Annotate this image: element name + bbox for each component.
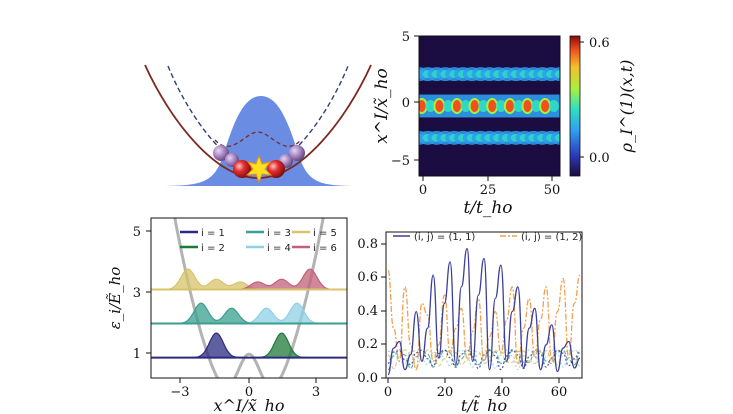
energy-ticks bbox=[146, 230, 317, 383]
energy-xlabel: x^I/x̃_ho bbox=[213, 396, 284, 414]
energy-ytick: 3 bbox=[133, 286, 141, 301]
background-correlation-line bbox=[387, 349, 581, 371]
corr-xtick: 0 bbox=[384, 385, 392, 400]
corr-ytick: 0.2 bbox=[357, 337, 378, 352]
energy-legend-label: i = 5 bbox=[313, 228, 337, 239]
heatmap-trough bbox=[548, 100, 559, 112]
impurity-atom bbox=[289, 145, 305, 161]
schematic-illustration bbox=[144, 64, 372, 186]
heatmap-xtick: 25 bbox=[480, 183, 497, 198]
particle-atom bbox=[233, 160, 251, 178]
heatmap-ytick: −5 bbox=[391, 154, 410, 169]
colorbar-tick: 0.0 bbox=[589, 151, 610, 166]
impurity-atom bbox=[213, 145, 229, 161]
energy-panel: 5 3 1 −3 0 3 x^I/x̃_ho ε_i/Ẽ_ho i = 1i =… bbox=[106, 217, 348, 414]
energy-legend-label: i = 4 bbox=[267, 243, 291, 254]
corr-xtick: 40 bbox=[494, 385, 511, 400]
double-well-potential bbox=[173, 218, 325, 378]
orbital-density-i3 bbox=[151, 302, 347, 325]
energy-ytick: 1 bbox=[133, 347, 141, 362]
heatmap-peak-core bbox=[523, 100, 532, 112]
colorbar bbox=[569, 35, 581, 177]
energy-ytick: 5 bbox=[133, 225, 141, 240]
heatmap-xtick: 0 bbox=[419, 183, 427, 198]
energy-xtick: 0 bbox=[245, 385, 253, 400]
heatmap-peak-core bbox=[541, 100, 550, 112]
trap-potential-dashed bbox=[167, 65, 349, 171]
energy-legend-label: i = 1 bbox=[201, 228, 225, 239]
colorbar-tick: 0.6 bbox=[589, 36, 610, 51]
heatmap-trough bbox=[496, 100, 507, 112]
orbital-density-i4 bbox=[151, 302, 347, 325]
heatmap-lobe-core bbox=[555, 70, 560, 79]
corr-xtick: 20 bbox=[437, 385, 454, 400]
heatmap-ytick: 0 bbox=[402, 96, 410, 111]
heatmap-peak-core bbox=[488, 100, 497, 112]
energy-legend: i = 1 i = 2 i = 3 i = 4 i = 5 i = 6 bbox=[180, 228, 337, 254]
heatmap-peak-core bbox=[452, 100, 461, 112]
heatmap-peak-core bbox=[470, 100, 479, 112]
heatmap-lobe-core bbox=[555, 133, 560, 142]
colorbar-label: ρ_I^(1)(x,t) bbox=[617, 60, 636, 154]
heatmap-peak-core bbox=[505, 100, 514, 112]
collision-star-icon bbox=[245, 154, 273, 184]
energy-plot-area bbox=[151, 218, 347, 378]
corr-xlabel: t/t̃_ho bbox=[461, 395, 507, 414]
energy-xtick: 3 bbox=[312, 385, 320, 400]
series-line-1-1 bbox=[387, 247, 581, 376]
double-well-dashed bbox=[214, 131, 302, 147]
heatmap-trough bbox=[513, 100, 524, 112]
corr-legend-label: (i, j) = (1, 1) bbox=[414, 232, 475, 243]
particle-atom bbox=[267, 160, 285, 178]
energy-legend-label: i = 6 bbox=[313, 243, 337, 254]
heatmap-panel: 5 0 −5 0 25 50 t/t_ho x^I/x̃_ho 0.6 0.0 … bbox=[372, 30, 636, 218]
heatmap-trough bbox=[478, 100, 489, 112]
heatmap-trough bbox=[425, 100, 436, 112]
heatmap-trough bbox=[443, 100, 454, 112]
corr-legend-label: (i, j) = (1, 2) bbox=[521, 232, 582, 243]
correlation-panel: 0.8 0.6 0.4 0.2 0.0 0 20 40 60 t/t̃_ho (… bbox=[357, 231, 583, 414]
heatmap-peak-core bbox=[435, 100, 444, 112]
density-hump bbox=[157, 96, 360, 186]
corr-ytick: 0.0 bbox=[357, 371, 378, 386]
corr-ytick: 0.6 bbox=[357, 270, 378, 285]
corr-ytick: 0.4 bbox=[357, 304, 378, 319]
energy-xtick: −3 bbox=[170, 385, 189, 400]
corr-ticks bbox=[381, 243, 560, 383]
heatmap-trough bbox=[531, 100, 542, 112]
series-line-1-2 bbox=[387, 269, 581, 371]
corr-xtick: 60 bbox=[551, 385, 568, 400]
corr-ytick: 0.8 bbox=[357, 237, 378, 252]
heatmap-ticks bbox=[414, 35, 553, 181]
energy-ylabel: ε_i/Ẽ_ho bbox=[106, 267, 124, 330]
heatmap-ylabel: x^I/x̃_ho bbox=[372, 68, 392, 144]
heatmap-xtick: 50 bbox=[544, 183, 561, 198]
heatmap-trough bbox=[460, 100, 471, 112]
corr-legend: (i, j) = (1, 1) (i, j) = (1, 2) bbox=[393, 232, 582, 243]
correlation-plot-area bbox=[387, 247, 581, 376]
background-correlation-line bbox=[387, 349, 581, 370]
heatmap-ytick: 5 bbox=[402, 30, 410, 45]
heatmap-peak-core bbox=[419, 100, 426, 112]
energy-legend-label: i = 2 bbox=[201, 243, 225, 254]
heatmap-xlabel: t/t_ho bbox=[463, 198, 512, 218]
heatmap-density bbox=[419, 67, 560, 145]
energy-legend-label: i = 3 bbox=[267, 228, 291, 239]
